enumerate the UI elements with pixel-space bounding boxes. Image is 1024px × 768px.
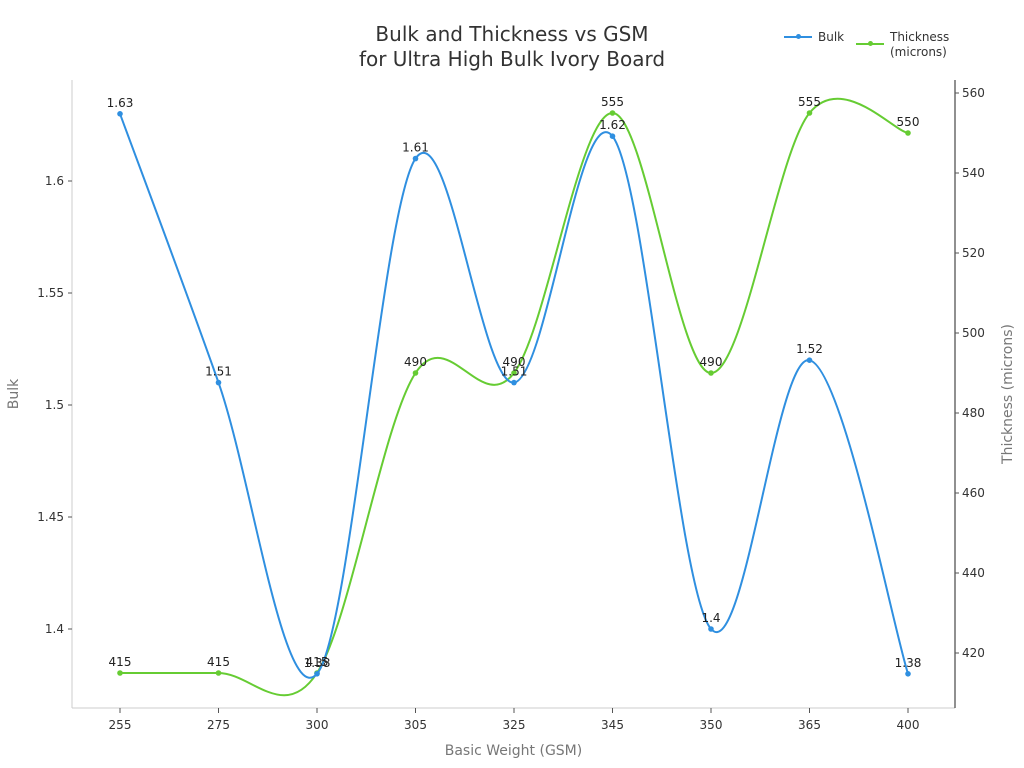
chart-title-line-2: for Ultra High Bulk Ivory Board: [358, 47, 666, 71]
y2-tick-label: 560: [962, 86, 985, 100]
x-tick-label: 275: [207, 718, 230, 732]
data-point[interactable]: [215, 670, 222, 676]
data-label: 415: [109, 655, 132, 669]
y2-tick-label: 520: [962, 246, 985, 260]
data-label: 490: [700, 355, 723, 369]
series-layer: [117, 97, 911, 697]
y2-tick-label: 500: [962, 326, 985, 340]
x-tick-label: 325: [503, 718, 526, 732]
data-label: 550: [897, 115, 920, 129]
series-line-bulk: [119, 113, 909, 679]
data-point[interactable]: [117, 670, 123, 676]
data-point[interactable]: [117, 111, 123, 117]
data-point[interactable]: [511, 379, 517, 386]
data-label: 1.52: [796, 342, 823, 356]
legend-item-thickness[interactable]: Thickness (microns): [856, 30, 949, 60]
data-label: 555: [601, 95, 624, 109]
data-point[interactable]: [215, 379, 222, 386]
data-label: 490: [404, 355, 427, 369]
line-marker-icon: [856, 37, 884, 49]
data-point[interactable]: [708, 370, 714, 376]
x-tick-label: 350: [700, 718, 723, 732]
data-label: 1.63: [107, 96, 134, 110]
y-tick-label: 1.5: [45, 398, 64, 412]
data-label: 1.62: [599, 118, 626, 132]
data-point[interactable]: [314, 671, 320, 677]
data-point[interactable]: [609, 133, 616, 139]
data-label: 1.61: [402, 141, 429, 155]
data-label: 1.4: [701, 611, 720, 625]
y-axis-title: Bulk: [6, 378, 22, 409]
axes: 1.4 1.45 1.5 1.55 1.6 420 440 460 480 500 520 540 56…: [6, 80, 1016, 759]
y-tick-label: 1.45: [37, 510, 64, 524]
y2-tick-label: 480: [962, 406, 985, 420]
x-axis-title: Basic Weight (GSM): [445, 743, 582, 759]
data-point[interactable]: [412, 370, 419, 376]
data-label: 1.38: [304, 656, 331, 670]
series-line-thickness: [120, 97, 909, 697]
chart-title-line-1: Bulk and Thickness vs GSM: [375, 22, 649, 46]
data-label: 555: [798, 95, 821, 109]
y-tick-label: 1.55: [37, 286, 64, 300]
data-label: 415: [306, 655, 329, 669]
x-tick-label: 300: [306, 718, 329, 732]
y2-tick-label: 440: [962, 566, 985, 580]
data-point[interactable]: [412, 155, 419, 162]
data-labels: 415 415 415 490 490 555 490 555 550 1.63 1.51 1.38 1…: [107, 95, 922, 670]
legend-label-line-1: Thickness: [890, 30, 950, 44]
x-tick-label: 365: [798, 718, 821, 732]
legend-label-thickness: Thickness (microns): [890, 30, 949, 60]
data-label: 490: [503, 355, 526, 369]
x-tick-label: 305: [404, 718, 427, 732]
legend-item-bulk[interactable]: Bulk: [784, 30, 844, 45]
y2-tick-label: 420: [962, 646, 985, 660]
data-point[interactable]: [806, 110, 813, 116]
x-tick-label: 345: [601, 718, 624, 732]
y2-tick-label: 460: [962, 486, 985, 500]
y-tick-label: 1.6: [45, 174, 64, 188]
data-point[interactable]: [708, 626, 714, 632]
data-point[interactable]: [905, 671, 911, 677]
line-marker-icon: [784, 30, 812, 42]
legend-label-line-2: (microns): [890, 45, 947, 59]
data-label: 1.51: [205, 365, 232, 379]
y-tick-label: 1.4: [45, 622, 64, 636]
x-tick-label: 255: [109, 718, 132, 732]
legend-label-bulk: Bulk: [818, 30, 845, 44]
data-point[interactable]: [609, 110, 616, 116]
x-tick-label: 400: [897, 718, 920, 732]
y2-axis-title: Thickness (microns): [1000, 324, 1016, 465]
data-label: 415: [207, 655, 230, 669]
y2-tick-label: 540: [962, 166, 985, 180]
data-point[interactable]: [905, 130, 911, 136]
data-point[interactable]: [806, 357, 813, 364]
data-label: 1.51: [501, 365, 528, 379]
data-point[interactable]: [511, 370, 517, 376]
data-label: 1.38: [895, 656, 922, 670]
